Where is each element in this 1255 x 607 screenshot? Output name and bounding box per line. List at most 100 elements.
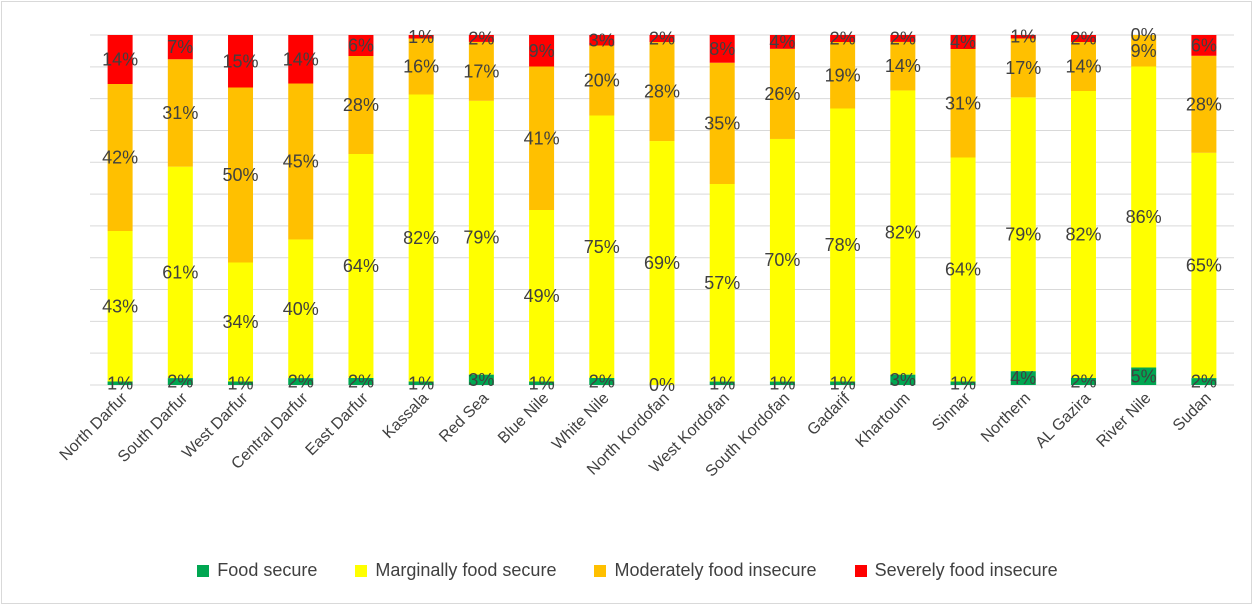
data-label: 35%	[704, 113, 740, 133]
data-label: 3%	[589, 30, 615, 50]
bar-segment	[348, 378, 374, 385]
data-label: 1%	[709, 373, 735, 393]
data-label: 65%	[1186, 255, 1222, 275]
bar-segment	[769, 381, 795, 385]
data-label: 28%	[343, 95, 379, 115]
x-tick-label: Blue Nile	[495, 390, 552, 447]
bar-segment	[408, 35, 434, 39]
x-tick-label: East Darfur	[303, 389, 373, 459]
bar-segment	[408, 94, 434, 382]
legend-item: Moderately food insecure	[594, 560, 817, 581]
data-label: 31%	[945, 93, 981, 113]
data-label: 2%	[589, 372, 615, 392]
bar-segment	[408, 38, 434, 95]
bar-segment	[589, 378, 615, 385]
bar-segment	[1010, 38, 1036, 98]
x-tick-label: River Nile	[1093, 390, 1154, 451]
data-label: 82%	[403, 228, 439, 248]
bar-segment	[830, 35, 856, 42]
bar-segment	[228, 87, 254, 263]
bar-segment	[950, 157, 976, 382]
legend-swatch	[594, 564, 607, 577]
bar-segment	[950, 35, 976, 49]
bar-segment	[167, 166, 193, 379]
data-label: 5%	[1131, 366, 1157, 386]
bar-segment	[468, 41, 494, 101]
bar-segment	[228, 381, 254, 385]
bar-segment	[288, 378, 314, 385]
bar-segment	[468, 374, 494, 385]
bar-segment	[107, 381, 133, 385]
data-label: 9%	[529, 41, 555, 61]
legend-item: Marginally food secure	[355, 560, 556, 581]
bar-segment	[1131, 367, 1157, 385]
bar-segment	[890, 41, 916, 91]
data-label: 1%	[950, 373, 976, 393]
legend-swatch	[355, 564, 368, 577]
x-tick-label: Sudan	[1170, 390, 1215, 435]
bar-segment	[348, 56, 374, 154]
bar-segment	[589, 115, 615, 378]
bar-segment	[649, 141, 675, 385]
bar-segment	[529, 210, 555, 382]
data-label: 0%	[649, 375, 675, 395]
bar-segment	[830, 381, 856, 385]
data-label: 17%	[463, 61, 499, 81]
bar-segment	[529, 381, 555, 385]
data-label: 2%	[1070, 29, 1096, 49]
data-label: 0%	[1131, 25, 1157, 45]
bar-segment	[107, 231, 133, 382]
bar-segment	[1131, 35, 1157, 67]
data-label: 34%	[223, 312, 259, 332]
data-label: 1%	[107, 373, 133, 393]
data-label: 70%	[764, 250, 800, 270]
bar-segment	[1010, 97, 1036, 372]
legend: Food secure Marginally food secure Moderat…	[0, 560, 1255, 581]
bar-segment	[107, 84, 133, 231]
bar-segment	[348, 35, 374, 56]
bar-segment	[228, 35, 254, 88]
bar-segment	[709, 35, 735, 63]
bar-segment	[709, 381, 735, 385]
data-label: 6%	[1191, 35, 1217, 55]
data-label: 1%	[1010, 27, 1036, 47]
data-label: 8%	[709, 39, 735, 59]
bar-segment	[288, 83, 314, 240]
data-label: 1%	[228, 373, 254, 393]
bar-segment	[348, 154, 374, 378]
data-label: 26%	[764, 84, 800, 104]
legend-swatch	[854, 564, 867, 577]
bar-segment	[1010, 35, 1036, 39]
data-label: 42%	[102, 148, 138, 168]
bar-segment	[288, 239, 314, 379]
data-label: 16%	[403, 57, 439, 77]
data-label: 69%	[644, 253, 680, 273]
legend-swatch	[197, 564, 210, 577]
data-label: 14%	[102, 50, 138, 70]
data-label: 4%	[769, 32, 795, 52]
legend-label: Marginally food secure	[375, 560, 557, 580]
bar-segment	[1191, 378, 1217, 385]
bar-segment	[1191, 152, 1217, 379]
data-label: 7%	[167, 37, 193, 57]
data-label: 1%	[769, 373, 795, 393]
bar-segment	[709, 62, 735, 185]
bar-segment	[950, 49, 976, 158]
data-label: 86%	[1126, 207, 1162, 227]
legend-item: Severely food insecure	[854, 560, 1058, 581]
bar-segment	[769, 138, 795, 382]
bar-segment	[1191, 35, 1217, 56]
data-label: 3%	[890, 370, 916, 390]
bar-segment	[529, 66, 555, 210]
bar-segment	[649, 35, 675, 43]
bar-segment	[589, 45, 615, 116]
data-label: 17%	[1005, 58, 1041, 78]
data-label: 64%	[945, 260, 981, 280]
data-label: 45%	[283, 151, 319, 171]
data-label: 41%	[524, 128, 560, 148]
bar-segment	[167, 35, 193, 60]
bar-segment	[589, 35, 615, 46]
data-label: 61%	[162, 262, 198, 282]
data-label: 2%	[830, 29, 856, 49]
